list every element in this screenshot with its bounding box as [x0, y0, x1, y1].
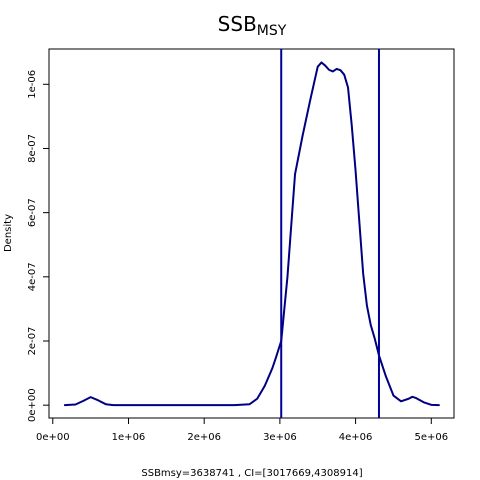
x-axis-label: SSBmsy=3638741 , CI=[3017669,4308914]	[141, 468, 362, 479]
chart-title: SSBMSY	[218, 12, 287, 39]
chart-title-subscript: MSY	[257, 23, 287, 39]
chart-title-main: SSB	[218, 12, 257, 36]
x-tick-label: 5e+06	[414, 432, 448, 443]
y-tick-label: 0e+00	[27, 388, 38, 422]
x-tick-label: 4e+06	[339, 432, 373, 443]
y-tick-label: 1e-06	[27, 70, 38, 99]
x-tick-label: 0e+00	[36, 432, 70, 443]
y-tick-label: 2e-07	[27, 327, 38, 356]
y-tick-label: 6e-07	[27, 198, 38, 227]
plot-frame	[48, 48, 455, 419]
y-axis: 0e+00 2e-07 4e-07 6e-07 8e-07 1e-06	[27, 70, 50, 422]
x-axis: 0e+00 1e+06 2e+06 3e+06 4e+06 5e+06	[36, 417, 448, 443]
x-tick-label: 1e+06	[112, 432, 146, 443]
y-tick-label: 8e-07	[27, 134, 38, 163]
x-tick-label: 2e+06	[187, 432, 221, 443]
x-tick-label: 3e+06	[263, 432, 297, 443]
density-curve	[63, 61, 440, 407]
y-tick-label: 4e-07	[27, 262, 38, 291]
y-axis-label: Density	[3, 214, 14, 252]
plot-lines	[63, 49, 440, 418]
